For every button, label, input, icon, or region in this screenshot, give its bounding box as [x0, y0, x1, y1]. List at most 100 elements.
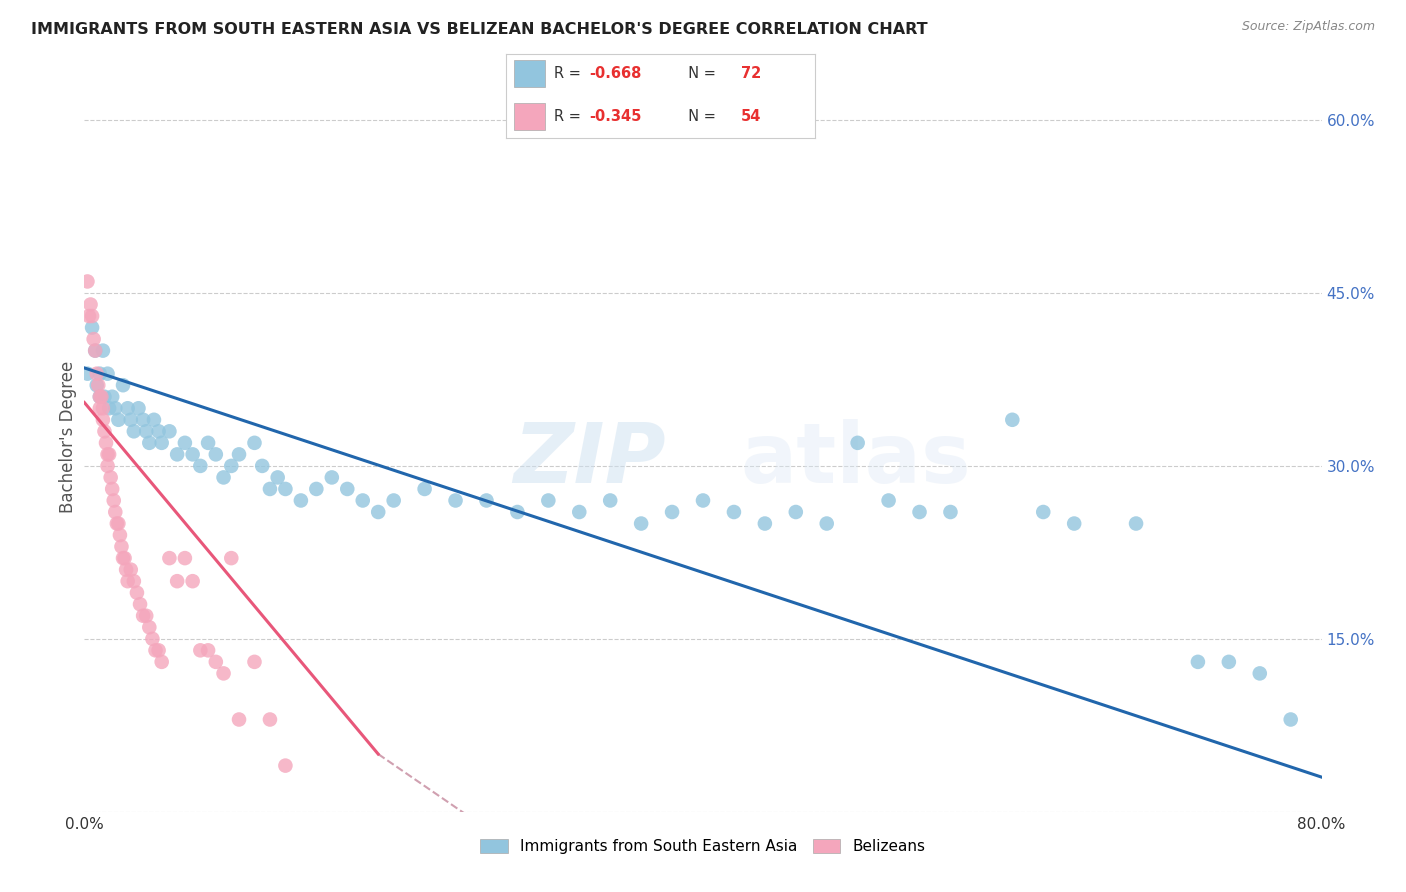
Point — [188, 643, 211, 657]
Text: R =: R = — [554, 109, 586, 124]
Point — [110, 540, 132, 554]
Point — [336, 482, 359, 496]
Point — [228, 447, 250, 461]
Point — [98, 401, 121, 416]
Point — [83, 332, 105, 346]
Point — [661, 505, 683, 519]
Point — [82, 309, 104, 323]
Point — [93, 425, 115, 439]
Point — [815, 516, 838, 531]
Point — [114, 551, 136, 566]
Point — [89, 390, 111, 404]
Point — [250, 458, 273, 473]
Point — [96, 458, 118, 473]
Point — [188, 458, 211, 473]
Point — [100, 470, 122, 484]
Point — [104, 401, 127, 416]
Point — [259, 713, 281, 727]
Point — [274, 758, 297, 772]
Point — [1187, 655, 1209, 669]
Point — [1125, 516, 1147, 531]
Y-axis label: Bachelor's Degree: Bachelor's Degree — [59, 361, 77, 513]
Point — [117, 401, 139, 416]
Point — [1032, 505, 1054, 519]
Text: N =: N = — [679, 66, 721, 81]
Point — [148, 425, 170, 439]
Point — [94, 435, 117, 450]
Point — [105, 516, 128, 531]
Point — [84, 343, 107, 358]
Point — [148, 643, 170, 657]
Point — [877, 493, 900, 508]
Point — [1279, 713, 1302, 727]
Point — [212, 470, 235, 484]
Point — [259, 482, 281, 496]
Text: atlas: atlas — [740, 419, 972, 500]
Point — [112, 378, 135, 392]
Point — [138, 620, 160, 634]
Point — [107, 516, 129, 531]
Point — [76, 367, 98, 381]
Point — [96, 367, 118, 381]
Point — [93, 390, 115, 404]
Point — [181, 574, 204, 589]
Point — [150, 655, 173, 669]
Point — [1249, 666, 1271, 681]
Point — [212, 666, 235, 681]
Point — [908, 505, 931, 519]
Text: -0.345: -0.345 — [589, 109, 643, 124]
Point — [197, 435, 219, 450]
Point — [352, 493, 374, 508]
Text: -0.668: -0.668 — [589, 66, 643, 81]
Point — [96, 447, 118, 461]
Point — [537, 493, 560, 508]
Point — [228, 713, 250, 727]
Point — [205, 655, 228, 669]
Point — [181, 447, 204, 461]
Point — [86, 378, 108, 392]
Point — [91, 343, 114, 358]
Point — [846, 435, 869, 450]
Point — [98, 447, 121, 461]
Point — [125, 585, 148, 599]
Point — [112, 551, 135, 566]
Point — [219, 458, 242, 473]
Point — [143, 413, 166, 427]
Point — [150, 435, 173, 450]
Point — [87, 378, 110, 392]
Point — [506, 505, 529, 519]
Point — [166, 574, 188, 589]
Point — [101, 482, 124, 496]
Point — [108, 528, 131, 542]
Point — [205, 447, 228, 461]
Point — [444, 493, 467, 508]
Text: N =: N = — [679, 109, 721, 124]
Point — [267, 470, 290, 484]
Point — [413, 482, 436, 496]
Point — [76, 275, 98, 289]
Point — [159, 551, 180, 566]
Point — [1001, 413, 1024, 427]
Point — [86, 367, 108, 381]
Point — [120, 563, 142, 577]
Point — [174, 551, 197, 566]
Point — [122, 425, 145, 439]
Point — [117, 574, 139, 589]
Point — [939, 505, 962, 519]
Point — [754, 516, 776, 531]
Point — [89, 401, 111, 416]
Point — [145, 643, 167, 657]
Point — [568, 505, 591, 519]
Point — [89, 390, 111, 404]
Point — [101, 390, 124, 404]
Point — [135, 608, 157, 623]
Point — [135, 425, 157, 439]
Point — [90, 390, 112, 404]
Point — [82, 320, 104, 334]
Point — [77, 309, 100, 323]
Point — [115, 563, 138, 577]
Point — [599, 493, 621, 508]
Point — [243, 435, 266, 450]
Point — [274, 482, 297, 496]
Point — [129, 597, 152, 611]
